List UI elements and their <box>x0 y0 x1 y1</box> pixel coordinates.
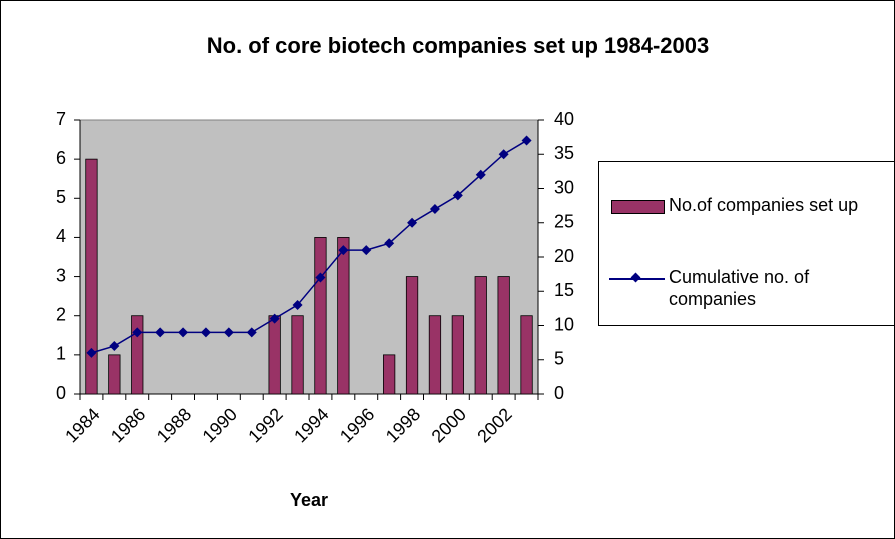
bar <box>131 315 144 395</box>
y2-tick-label: 40 <box>554 109 574 129</box>
line-marker <box>361 245 372 256</box>
bar <box>428 315 442 395</box>
bar <box>520 315 533 395</box>
y-tick-label: 0 <box>56 383 66 403</box>
line-marker <box>109 341 120 352</box>
line-marker <box>384 238 395 249</box>
bar <box>337 237 350 395</box>
bar <box>405 276 419 395</box>
line-marker <box>338 245 349 256</box>
line-marker <box>452 190 463 201</box>
line-marker <box>315 272 326 283</box>
y2-tick-label: 10 <box>554 314 574 334</box>
legend-label: Cumulative no. of companies <box>669 267 810 309</box>
line-marker <box>178 327 189 338</box>
y-tick-label: 3 <box>56 265 66 285</box>
line-marker <box>86 347 97 358</box>
y2-tick-label: 35 <box>554 143 574 163</box>
x-axis-title: Year <box>290 490 328 510</box>
line-marker <box>429 204 440 215</box>
y-tick-label: 1 <box>56 344 66 364</box>
y-tick-label: 2 <box>56 304 66 324</box>
line-marker <box>132 327 143 338</box>
line-marker <box>407 217 418 228</box>
y-tick-label: 6 <box>56 148 66 168</box>
bar <box>85 158 98 395</box>
bar <box>497 276 510 395</box>
y-tick-label: 5 <box>56 187 66 207</box>
y2-tick-label: 25 <box>554 212 574 232</box>
y-tick-label: 4 <box>56 226 66 246</box>
line-marker <box>223 327 234 338</box>
chart-title: No. of core biotech companies set up 198… <box>207 33 710 58</box>
bar <box>291 315 304 395</box>
y2-tick-label: 20 <box>554 246 574 266</box>
y2-tick-label: 5 <box>554 349 564 369</box>
line-marker <box>155 327 166 338</box>
line-marker <box>521 135 532 146</box>
line-marker <box>246 327 257 338</box>
legend-label: No.of companies set up <box>669 195 859 215</box>
y-tick-label: 7 <box>56 109 66 129</box>
bar <box>474 276 487 395</box>
line-marker <box>200 327 211 338</box>
legend: No.of companies set up Cumulative no. of … <box>598 161 895 326</box>
bar <box>314 237 327 395</box>
line-marker <box>292 299 303 310</box>
plot-area <box>79 119 539 395</box>
bar <box>451 315 464 395</box>
line-marker <box>475 169 486 180</box>
legend-key <box>611 200 665 214</box>
y2-tick-label: 30 <box>554 177 574 197</box>
y2-tick-label: 15 <box>554 280 574 300</box>
y2-tick-label: 0 <box>554 383 564 403</box>
line-marker <box>498 149 509 160</box>
bar <box>108 354 121 395</box>
bar <box>268 315 281 395</box>
legend-key-marker <box>630 272 641 283</box>
line-marker <box>269 313 280 324</box>
bar <box>383 354 396 395</box>
